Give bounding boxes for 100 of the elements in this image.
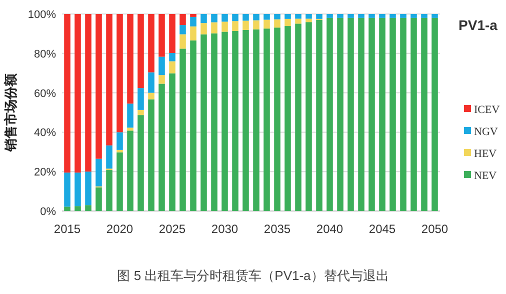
bar <box>85 205 92 211</box>
bar <box>242 14 249 21</box>
bar <box>358 14 364 18</box>
bar <box>232 30 238 211</box>
bar <box>127 128 134 131</box>
bar <box>138 88 144 110</box>
bar <box>116 152 123 211</box>
x-tick-label: 2045 <box>368 222 396 236</box>
bar <box>368 14 375 18</box>
bar <box>274 14 280 20</box>
bar <box>222 14 228 22</box>
bar <box>169 53 176 62</box>
bar <box>222 22 228 32</box>
bar <box>158 75 165 84</box>
bar <box>211 22 218 34</box>
bar <box>284 26 291 211</box>
bar <box>190 16 196 26</box>
bar <box>306 22 312 211</box>
bar <box>222 32 228 211</box>
bar <box>400 14 406 18</box>
bar <box>242 30 249 211</box>
bar <box>96 187 102 211</box>
bar <box>295 14 302 19</box>
y-tick-label: 60% <box>34 88 56 100</box>
text: PV1-a <box>458 17 498 33</box>
x-tick-label: 2020 <box>106 222 134 236</box>
bar <box>74 14 81 173</box>
bar <box>410 18 417 211</box>
bar <box>96 14 102 159</box>
bar <box>169 61 176 74</box>
bar <box>432 14 438 18</box>
bar <box>379 14 386 18</box>
legend-label: ICEV <box>474 104 500 116</box>
bar <box>211 14 218 22</box>
bar <box>200 34 207 211</box>
bar <box>148 99 154 211</box>
bar <box>158 84 165 211</box>
bar <box>74 206 81 211</box>
bar <box>306 18 312 22</box>
bar <box>158 56 165 76</box>
bar <box>96 158 102 186</box>
bar <box>242 20 249 30</box>
bar <box>148 14 154 72</box>
bar <box>180 14 186 26</box>
bar <box>253 20 260 30</box>
legend-label: NGV <box>474 126 498 138</box>
bar <box>264 14 270 20</box>
bar <box>180 48 186 211</box>
x-tick-label: 2015 <box>54 222 81 236</box>
bar <box>116 14 123 132</box>
bar <box>348 18 354 211</box>
y-tick-label: 40% <box>34 127 56 140</box>
bar <box>295 24 302 211</box>
bar <box>232 14 238 22</box>
bar <box>316 20 322 211</box>
bar <box>138 14 144 88</box>
legend-label: HEV <box>474 148 497 160</box>
bar <box>127 14 134 104</box>
bar <box>169 73 176 211</box>
y-axis-title: 销售市场份额 <box>3 72 18 152</box>
bar <box>180 34 186 49</box>
bar <box>421 14 428 18</box>
x-tick-label: 2035 <box>264 222 291 236</box>
bar <box>74 172 81 206</box>
bar <box>306 14 312 19</box>
bar <box>180 25 186 34</box>
bar <box>190 40 196 211</box>
bar <box>326 18 333 211</box>
bar <box>138 115 144 211</box>
bar <box>253 29 260 211</box>
bar <box>358 18 364 211</box>
bar <box>337 18 344 211</box>
bar <box>368 18 375 211</box>
bar <box>264 28 270 211</box>
bar <box>284 18 291 26</box>
x-tick-label: 2040 <box>316 222 344 236</box>
bar <box>85 14 92 172</box>
bar <box>106 170 112 211</box>
bar <box>400 18 406 211</box>
bar <box>200 14 207 24</box>
bar <box>253 14 260 20</box>
bar <box>211 33 218 211</box>
bar <box>127 130 134 211</box>
y-tick-label: 100% <box>28 9 56 21</box>
bar <box>64 206 70 211</box>
bar <box>295 18 302 24</box>
bar <box>432 18 438 211</box>
bar <box>148 72 154 93</box>
bar <box>116 132 123 150</box>
bar <box>274 28 280 211</box>
bar <box>127 104 134 128</box>
bar <box>421 18 428 211</box>
bar <box>348 14 354 18</box>
bar <box>326 14 333 18</box>
bar <box>410 14 417 18</box>
x-tick-label: 2050 <box>421 222 448 236</box>
bar <box>390 18 396 211</box>
bar <box>284 14 291 19</box>
bar <box>158 14 165 57</box>
bar <box>85 172 92 206</box>
